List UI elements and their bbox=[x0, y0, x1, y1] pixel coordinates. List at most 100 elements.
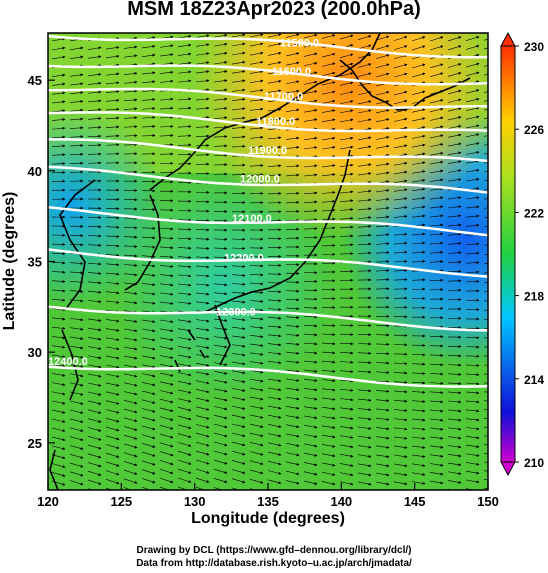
wind-arrow bbox=[249, 326, 264, 330]
wind-arrow bbox=[231, 126, 246, 129]
wind-arrow bbox=[105, 143, 120, 147]
wind-arrow bbox=[447, 400, 462, 404]
wind-arrow bbox=[123, 71, 138, 75]
wind-arrow bbox=[465, 427, 480, 431]
wind-arrow bbox=[447, 124, 462, 129]
wind-arrow bbox=[465, 418, 480, 422]
wind-arrow bbox=[231, 107, 246, 111]
wind-arrow bbox=[231, 379, 246, 384]
wind-arrow bbox=[447, 133, 462, 138]
wind-arrow bbox=[465, 214, 480, 218]
wind-arrow bbox=[339, 243, 354, 247]
wind-arrow bbox=[483, 207, 488, 209]
wind-arrow bbox=[483, 263, 488, 265]
wind-arrow bbox=[267, 299, 282, 303]
y-axis-label: Latitude (degrees) bbox=[1, 191, 18, 331]
wind-arrow bbox=[357, 445, 372, 449]
wind-arrow bbox=[285, 406, 300, 410]
wind-arrow bbox=[159, 227, 174, 231]
wind-arrow bbox=[447, 116, 462, 121]
wind-arrow bbox=[267, 378, 282, 383]
wind-arrow bbox=[249, 414, 264, 419]
wind-arrow bbox=[177, 407, 192, 412]
wind-arrow bbox=[195, 134, 210, 138]
wind-arrow bbox=[267, 396, 282, 401]
wind-arrow bbox=[303, 406, 318, 410]
wind-arrow bbox=[357, 81, 372, 87]
wind-arrow bbox=[51, 409, 66, 414]
wind-arrow bbox=[105, 116, 120, 120]
wind-arrow bbox=[393, 90, 408, 96]
wind-arrow bbox=[339, 398, 354, 402]
wind-arrow bbox=[51, 289, 66, 293]
wind-arrow bbox=[357, 454, 372, 458]
wind-arrow bbox=[447, 63, 462, 68]
wind-arrow bbox=[321, 416, 336, 420]
wind-arrow bbox=[465, 223, 480, 227]
wind-arrow bbox=[51, 418, 66, 423]
wind-arrow bbox=[231, 469, 246, 474]
wind-arrow bbox=[231, 388, 246, 392]
wind-arrow bbox=[447, 418, 462, 422]
wind-arrow bbox=[285, 342, 300, 346]
wind-arrow bbox=[447, 260, 462, 264]
wind-arrow bbox=[249, 88, 264, 93]
colorbar-label: 214 bbox=[524, 373, 544, 387]
wind-arrow bbox=[213, 397, 228, 402]
wind-arrow bbox=[141, 44, 156, 49]
wind-arrow bbox=[339, 416, 354, 421]
wind-arrow bbox=[393, 250, 408, 254]
wind-arrow bbox=[69, 82, 84, 86]
wind-arrow bbox=[87, 327, 102, 332]
wind-arrow bbox=[375, 44, 390, 50]
wind-arrow bbox=[123, 45, 138, 49]
wind-arrow bbox=[393, 188, 408, 192]
wind-arrow bbox=[213, 97, 228, 101]
wind-arrow bbox=[357, 351, 372, 355]
wind-arrow bbox=[141, 283, 156, 287]
wind-arrow bbox=[231, 450, 246, 456]
colorbar-label: 210 bbox=[524, 456, 544, 470]
wind-arrow bbox=[321, 199, 336, 203]
wind-arrow bbox=[375, 171, 390, 175]
x-tick-label: 145 bbox=[404, 494, 426, 509]
wind-arrow bbox=[375, 215, 390, 219]
wind-arrow bbox=[483, 426, 488, 428]
wind-arrow bbox=[231, 460, 246, 465]
wind-arrow bbox=[465, 124, 480, 129]
wind-arrow bbox=[231, 97, 246, 101]
wind-arrow bbox=[141, 226, 156, 230]
wind-arrow bbox=[249, 282, 264, 286]
wind-arrow bbox=[213, 371, 228, 375]
wind-arrow bbox=[195, 79, 210, 83]
wind-arrow bbox=[285, 33, 300, 38]
wind-arrow bbox=[159, 433, 174, 439]
wind-arrow bbox=[393, 108, 408, 113]
wind-arrow bbox=[87, 364, 102, 369]
wind-arrow bbox=[447, 462, 462, 467]
wind-arrow bbox=[51, 436, 66, 442]
wind-arrow bbox=[375, 380, 390, 384]
wind-arrow bbox=[465, 382, 480, 386]
wind-arrow bbox=[231, 282, 246, 286]
wind-arrow bbox=[213, 414, 228, 420]
wind-arrow bbox=[195, 106, 210, 110]
wind-arrow bbox=[375, 251, 390, 255]
wind-arrow bbox=[105, 373, 120, 378]
wind-arrow bbox=[393, 409, 408, 412]
height-contour bbox=[48, 111, 488, 133]
wind-arrow bbox=[123, 107, 138, 111]
wind-arrow bbox=[393, 472, 408, 477]
wind-arrow bbox=[87, 143, 102, 147]
height-contour bbox=[48, 64, 488, 86]
wind-arrow bbox=[195, 432, 210, 438]
wind-arrow bbox=[375, 371, 390, 374]
wind-arrow bbox=[321, 109, 336, 113]
wind-arrow bbox=[411, 472, 426, 476]
wind-arrow bbox=[339, 109, 354, 114]
wind-arrow bbox=[321, 90, 336, 95]
wind-arrow bbox=[393, 99, 408, 105]
wind-arrow bbox=[231, 144, 246, 148]
wind-arrow bbox=[321, 71, 336, 76]
